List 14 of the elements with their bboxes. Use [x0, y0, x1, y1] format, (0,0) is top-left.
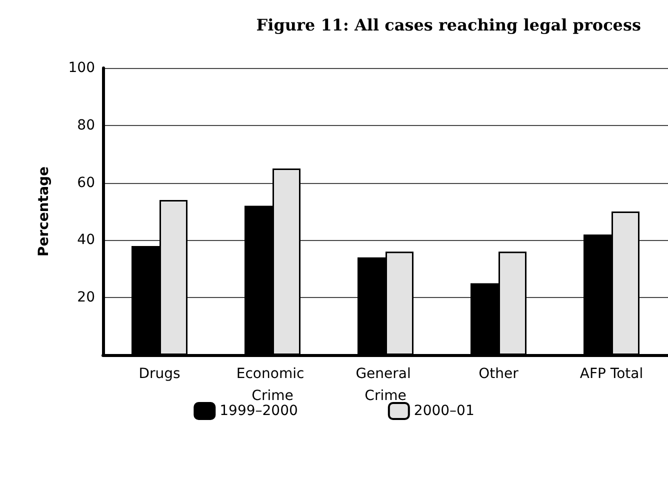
x-tick-label: General Crime: [356, 366, 416, 404]
legend-label: 2000–01: [414, 403, 474, 419]
y-tick-label: 80: [77, 117, 95, 134]
x-tick-label: Other: [478, 366, 519, 382]
y-tick-label: 40: [77, 232, 95, 248]
x-tick-label: AFP Total: [580, 366, 644, 382]
y-tick-label: 60: [77, 174, 95, 191]
legend-label: 1999–2000: [220, 403, 298, 419]
x-tick-label: Economic Crime: [236, 366, 309, 404]
y-tick-label: 20: [77, 290, 95, 306]
y-tick-label: 100: [68, 60, 95, 76]
x-tick-label: Drugs: [138, 366, 180, 382]
y-axis-title: Percentage: [36, 166, 52, 257]
chart-title: Figure 11: All cases reaching legal process: [256, 16, 641, 34]
